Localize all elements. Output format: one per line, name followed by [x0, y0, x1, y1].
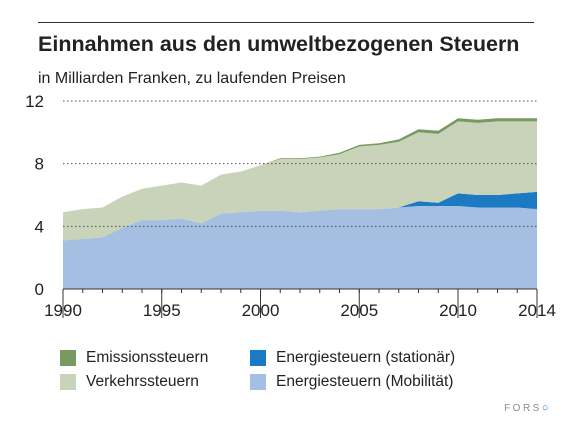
chart-areas [63, 118, 537, 289]
legend-label: Energiesteuern (stationär) [276, 349, 456, 366]
x-tick-label-2005: 2005 [340, 301, 378, 320]
y-tick-label-0: 0 [35, 280, 44, 299]
chart-subtitle: in Milliarden Franken, zu laufenden Prei… [38, 70, 346, 87]
legend-item-verkehrssteuern: Verkehrssteuern [60, 373, 199, 391]
legend-swatch [60, 350, 76, 366]
x-tick-labels: 1990 1995 2000 2005 2010 2014 [44, 301, 556, 320]
x-tick-label-2014: 2014 [518, 301, 556, 320]
y-tick-labels: 0 4 8 12 [25, 92, 44, 299]
fors-logo: FORS○ [504, 402, 551, 414]
area-energiesteuern-mobilitaet [63, 206, 537, 289]
x-tick-label-1995: 1995 [143, 301, 181, 320]
chart-axes [62, 288, 538, 318]
chart-legend: Emissionssteuern Verkehrssteuern Energie… [60, 349, 550, 395]
title-rule [38, 22, 534, 23]
y-tick-label-4: 4 [35, 217, 44, 236]
legend-item-energiesteuern-mobilitaet: Energiesteuern (Mobilität) [250, 373, 453, 391]
area-verkehrssteuern [63, 121, 537, 241]
y-tick-label-12: 12 [25, 92, 44, 111]
legend-item-energiesteuern-stationaer: Energiesteuern (stationär) [250, 349, 455, 367]
x-tick-label-2010: 2010 [439, 301, 477, 320]
legend-label: Energiesteuern (Mobilität) [276, 373, 454, 390]
legend-swatch [250, 350, 266, 366]
legend-label: Emissionssteuern [86, 349, 209, 366]
legend-label: Verkehrssteuern [86, 373, 199, 390]
area-energiesteuern-stationaer [63, 191, 537, 241]
x-tick-label-1990: 1990 [44, 301, 82, 320]
legend-item-emissionssteuern: Emissionssteuern [60, 349, 208, 367]
chart-gridlines [63, 100, 537, 227]
legend-swatch [250, 374, 266, 390]
y-tick-label-8: 8 [35, 155, 44, 174]
chart-title: Einnahmen aus den umweltbezogenen Steuer… [38, 32, 520, 56]
x-tick-label-2000: 2000 [242, 301, 280, 320]
legend-swatch [60, 374, 76, 390]
fors-logo-text: FORS [504, 403, 542, 414]
